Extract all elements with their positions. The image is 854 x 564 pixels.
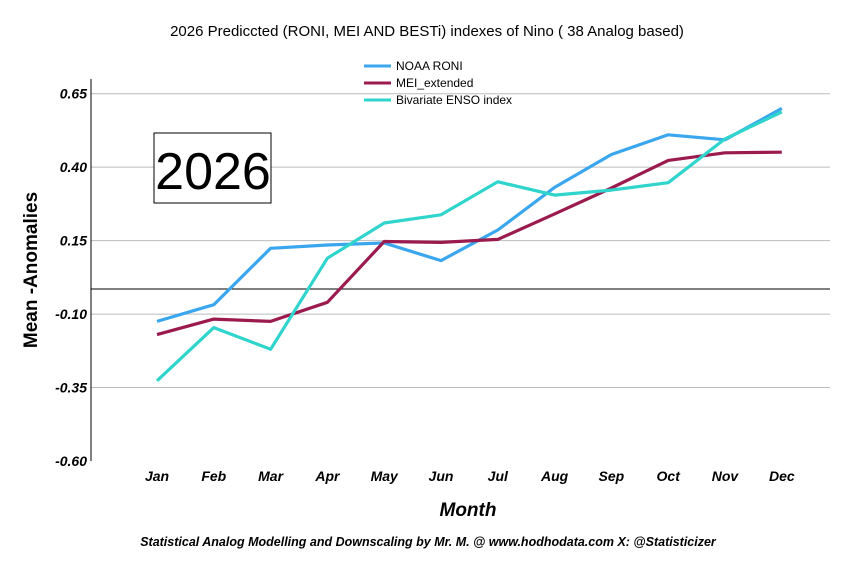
- series-line: [155, 110, 783, 382]
- y-tick-label: 0.15: [60, 233, 87, 249]
- footer-credit: Statistical Analog Modelling and Downsca…: [140, 535, 717, 549]
- y-tick-label: -0.35: [55, 380, 87, 396]
- x-tick-label: Sep: [599, 468, 625, 484]
- x-tick-label: Jul: [488, 468, 509, 484]
- legend-entry: MEI_extended: [364, 76, 473, 90]
- x-tick-label: Dec: [769, 468, 795, 484]
- legend: NOAA RONI MEI_extended Bivariate ENSO in…: [364, 59, 512, 107]
- legend-entry: NOAA RONI: [364, 59, 463, 73]
- y-tick-label: -0.60: [55, 453, 87, 469]
- y-axis-ticks: 0.65 0.40 0.15 -0.10 -0.35 -0.60: [55, 86, 87, 469]
- series-lines: [155, 106, 783, 382]
- x-axis-label: Month: [440, 500, 497, 521]
- x-tick-label: Jun: [429, 468, 454, 484]
- year-annotation: 2026: [153, 132, 272, 204]
- x-tick-label: Aug: [540, 468, 569, 484]
- series-line: [156, 150, 782, 337]
- x-tick-label: May: [371, 468, 399, 484]
- y-tick-label: 0.65: [60, 86, 87, 102]
- x-tick-label: Feb: [201, 468, 226, 484]
- x-tick-label: Oct: [657, 468, 682, 484]
- y-tick-label: 0.40: [60, 159, 87, 175]
- year-annotation-box: [153, 132, 272, 204]
- y-tick-label: -0.10: [55, 306, 87, 322]
- y-axis-label: Mean -Anomalies: [21, 192, 42, 348]
- legend-label: Bivariate ENSO index: [396, 93, 512, 107]
- legend-entry: Bivariate ENSO index: [364, 93, 512, 107]
- legend-label: NOAA RONI: [396, 59, 463, 73]
- year-annotation-text: 2026: [155, 143, 271, 201]
- x-tick-label: Jan: [145, 468, 169, 484]
- x-tick-label: Apr: [314, 468, 341, 484]
- series-line: [156, 106, 783, 323]
- x-tick-label: Mar: [258, 468, 284, 484]
- x-tick-label: Nov: [712, 468, 740, 484]
- x-axis-ticks: Jan Feb Mar Apr May Jun Jul Aug Sep Oct Nov Dec: [145, 468, 795, 484]
- chart-title: 2026 Prediccted (RONI, MEI AND BESTi) in…: [170, 23, 684, 40]
- legend-label: MEI_extended: [396, 76, 473, 90]
